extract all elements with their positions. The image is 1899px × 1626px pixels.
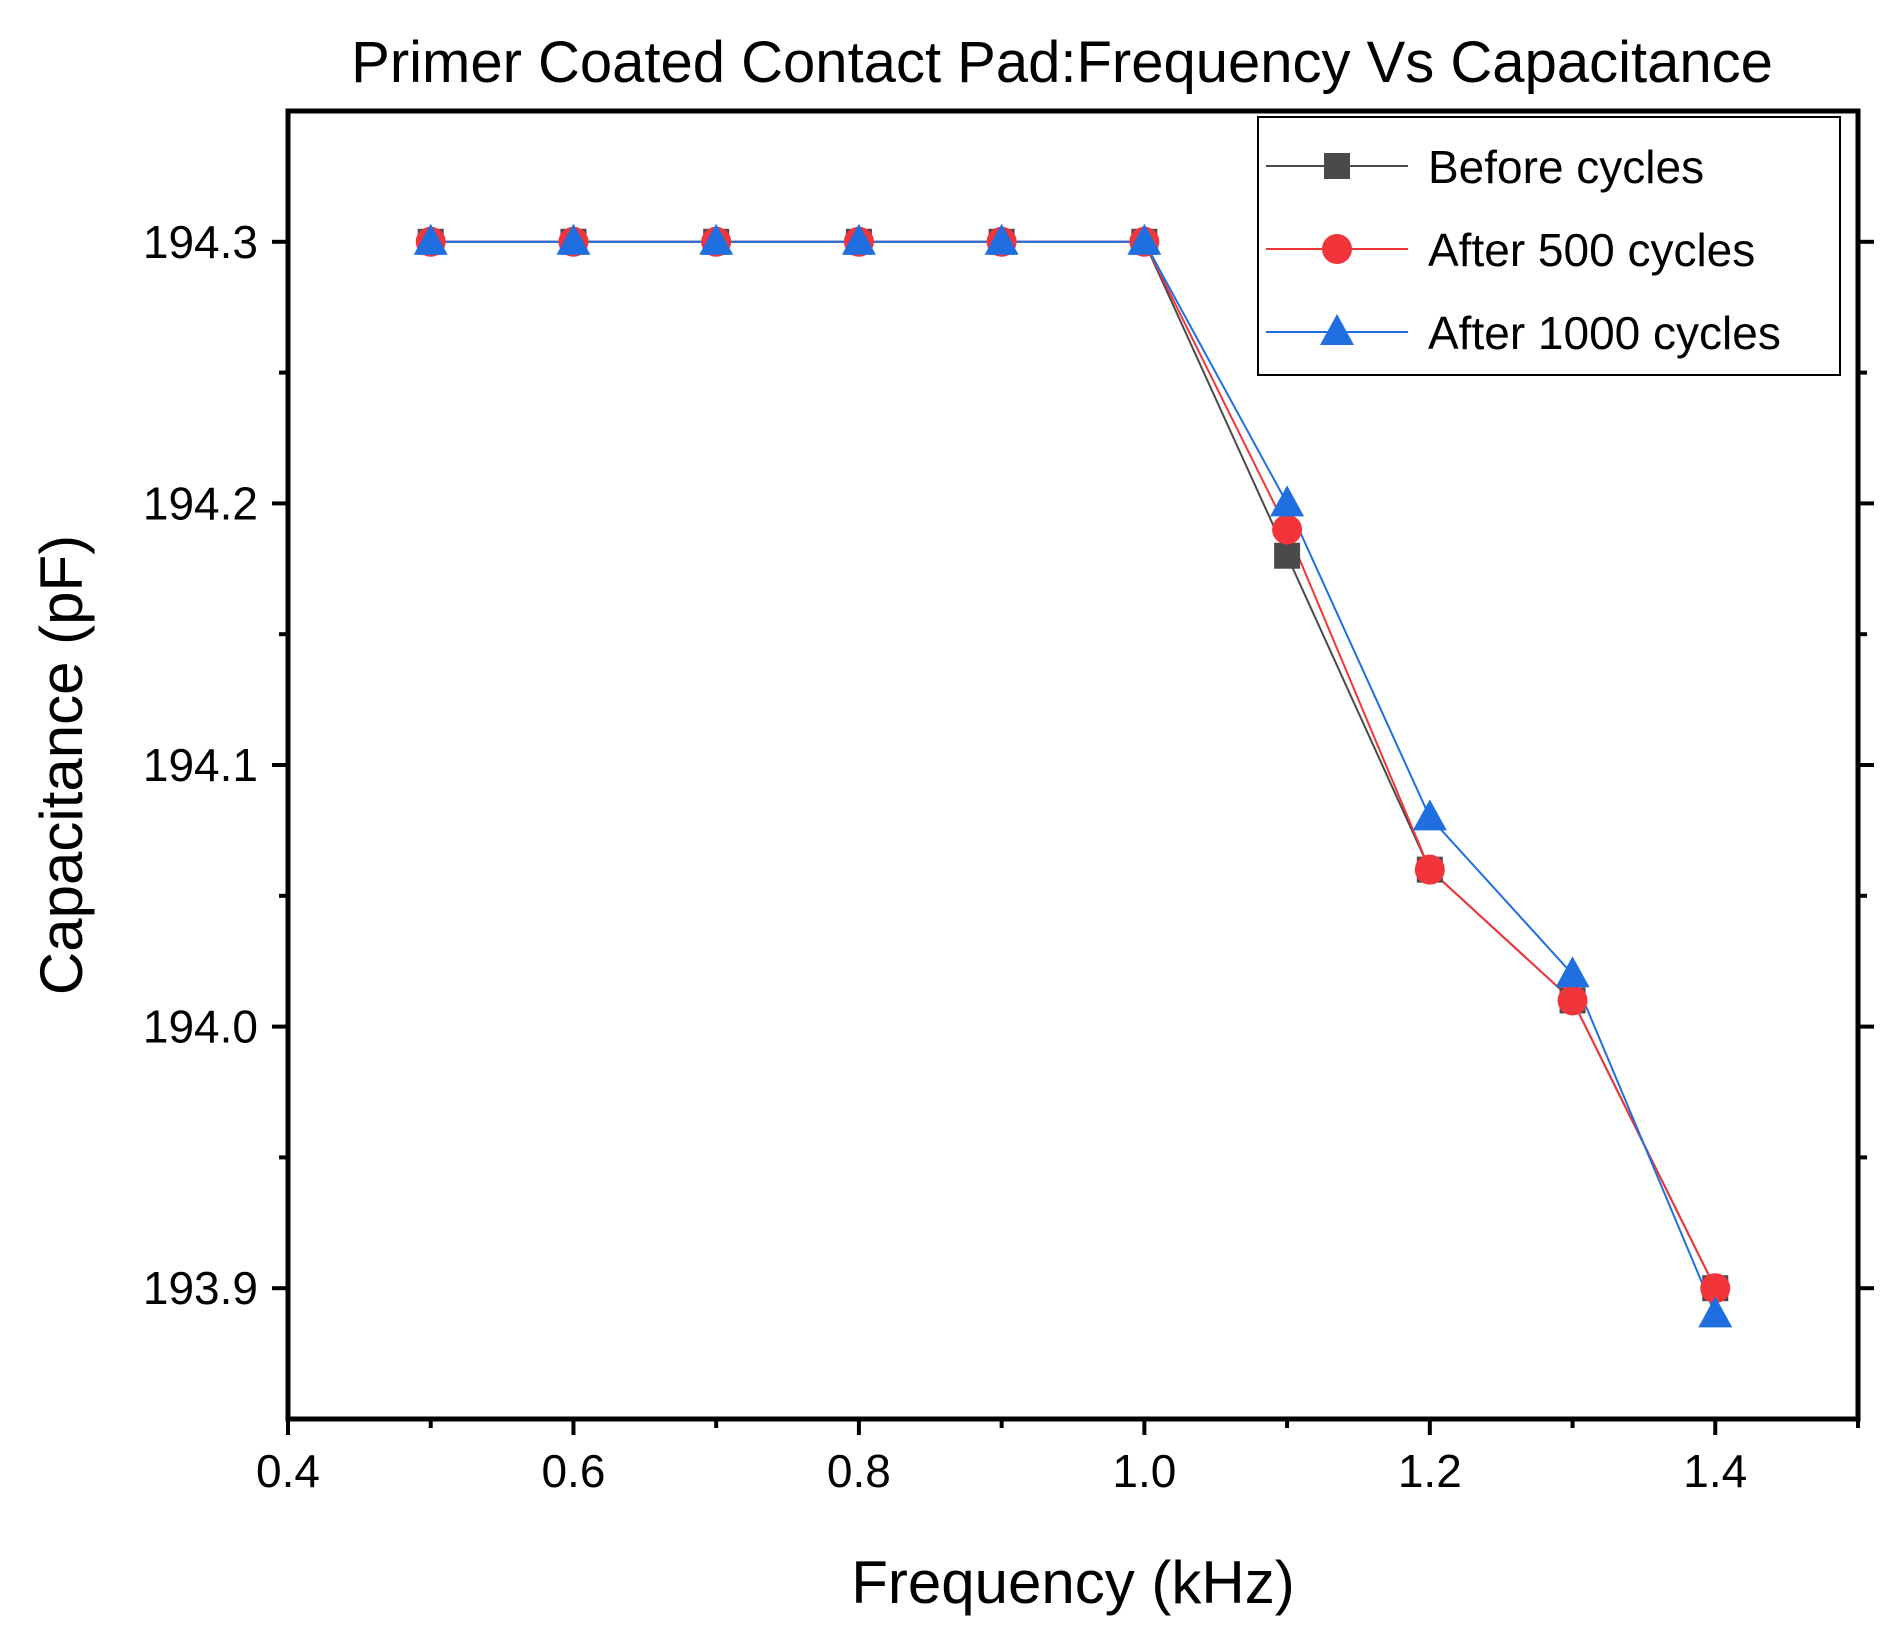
data-point-triangle: [1698, 1296, 1733, 1328]
data-point-square: [1274, 542, 1301, 569]
data-point-circle: [1700, 1273, 1731, 1304]
legend-label: After 500 cycles: [1428, 224, 1755, 276]
data-point-triangle: [1270, 485, 1305, 517]
x-tick-label: 0.4: [256, 1445, 320, 1497]
legend-marker-circle: [1322, 234, 1352, 264]
series-line-circle: [430, 240, 1717, 1289]
y-tick-label: 194.0: [143, 1001, 258, 1053]
data-point-circle: [1557, 985, 1588, 1016]
legend-label: Before cycles: [1428, 141, 1704, 193]
x-tick-label: 0.8: [827, 1445, 891, 1497]
legend-label: After 1000 cycles: [1428, 307, 1781, 359]
x-tick-label: 0.6: [541, 1445, 605, 1497]
axis-ticks: [272, 239, 1874, 1435]
data-point-triangle: [556, 223, 591, 255]
chart-title: Primer Coated Contact Pad:Frequency Vs C…: [351, 30, 1773, 95]
y-axis-label: Capacitance (pF): [28, 535, 95, 995]
legend: Before cycles After 500 cycles After 1000 …: [1257, 116, 1841, 376]
series-line-square: [430, 240, 1717, 1289]
x-axis-label: Frequency (kHz): [851, 1549, 1294, 1616]
data-point-triangle: [841, 223, 876, 255]
y-tick-label: 194.2: [143, 477, 258, 529]
legend-marker-triangle: [1320, 314, 1354, 345]
data-point-circle: [1414, 854, 1445, 885]
x-tick-labels: 0.4 0.6 0.8 1.0 1.2 1.4: [256, 1445, 1747, 1497]
data-point-triangle: [1412, 799, 1447, 831]
data-point-triangle: [699, 223, 734, 255]
series-line-triangle: [430, 240, 1717, 1315]
x-tick-label: 1.4: [1683, 1445, 1747, 1497]
data-point-triangle: [413, 223, 448, 255]
x-tick-label: 1.0: [1112, 1445, 1176, 1497]
data-point-triangle: [1555, 956, 1590, 988]
y-tick-label: 194.1: [143, 739, 258, 791]
legend-marker-square: [1324, 153, 1350, 179]
x-tick-label: 1.2: [1398, 1445, 1462, 1497]
data-point-triangle: [1127, 223, 1162, 255]
data-point-circle: [1272, 514, 1303, 545]
y-tick-labels: 193.9 194.0 194.1 194.2 194.3: [143, 216, 258, 1314]
plot-markers: [413, 223, 1733, 1328]
data-point-triangle: [984, 223, 1019, 255]
y-tick-label: 193.9: [143, 1262, 258, 1314]
plot-lines: [430, 240, 1717, 1315]
y-tick-label: 194.3: [143, 216, 258, 268]
